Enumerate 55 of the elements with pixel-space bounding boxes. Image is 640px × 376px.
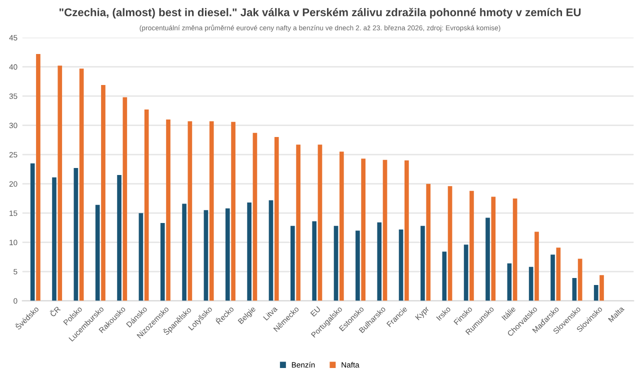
bar xyxy=(247,202,252,301)
bar xyxy=(420,226,425,301)
bar xyxy=(252,132,258,301)
bar xyxy=(117,175,122,301)
bar xyxy=(507,263,512,301)
bar xyxy=(74,168,78,301)
bar xyxy=(231,122,236,301)
bar xyxy=(290,226,295,301)
bar xyxy=(339,152,344,301)
bar xyxy=(166,119,170,301)
bar xyxy=(404,160,409,301)
bar xyxy=(182,204,186,301)
bar xyxy=(361,158,366,301)
bar xyxy=(550,254,555,301)
bar xyxy=(30,163,35,301)
bar xyxy=(578,258,582,301)
bar xyxy=(95,204,100,301)
bar xyxy=(448,186,452,301)
bar xyxy=(36,54,40,301)
bar xyxy=(138,213,144,301)
bar xyxy=(188,121,192,301)
bar xyxy=(334,226,338,301)
bar xyxy=(594,285,598,301)
bar xyxy=(426,184,431,301)
bar xyxy=(534,232,539,301)
bar xyxy=(58,66,62,301)
bar xyxy=(79,68,84,301)
bar xyxy=(442,252,447,301)
bar xyxy=(491,196,496,301)
bar xyxy=(296,144,300,301)
bar xyxy=(52,177,56,301)
bar xyxy=(160,223,165,301)
bar xyxy=(204,210,208,301)
bar xyxy=(398,229,404,301)
bar xyxy=(600,275,604,301)
bar xyxy=(144,110,149,301)
bar xyxy=(556,248,561,301)
bar xyxy=(572,278,577,301)
bar xyxy=(312,221,317,301)
bar xyxy=(464,244,468,301)
bar xyxy=(274,137,279,301)
bar xyxy=(122,97,128,301)
bar xyxy=(486,218,490,301)
bar xyxy=(225,208,230,301)
bar xyxy=(268,200,274,301)
bar xyxy=(101,84,106,301)
bar xyxy=(356,230,360,301)
bar xyxy=(512,198,518,301)
bar xyxy=(528,266,534,301)
bar xyxy=(382,160,388,301)
bar xyxy=(377,222,382,301)
bar xyxy=(209,121,214,301)
bar xyxy=(470,190,474,301)
bar xyxy=(318,144,322,301)
chart-title: "Czechia, (almost) best in diesel." Jak válka v Perském zálivu zdražila pohonné hmoty v zemích EU xyxy=(60,8,581,18)
